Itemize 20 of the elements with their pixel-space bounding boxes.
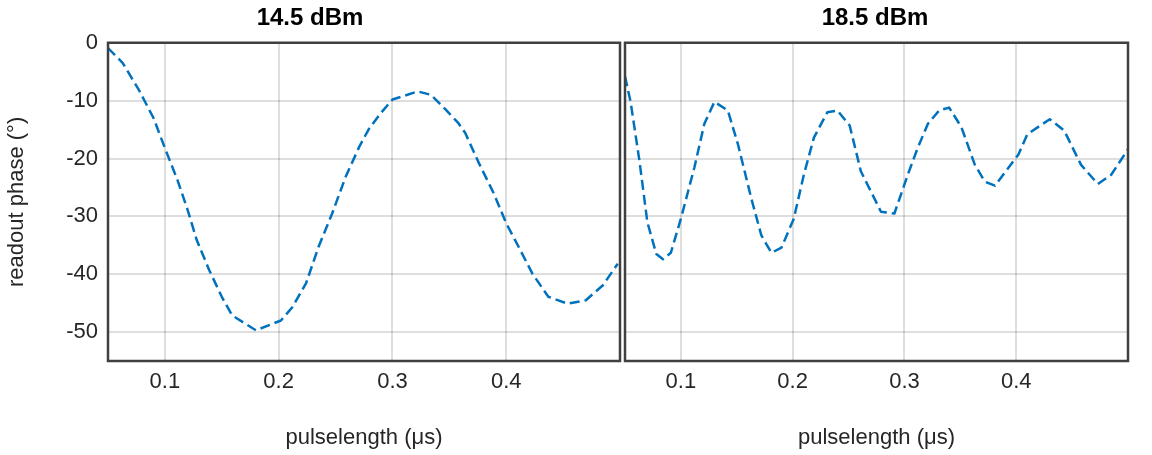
x-tick-label: 0.1 [665, 368, 697, 394]
chart-title: 14.5 dBm [256, 3, 364, 31]
x-tick-label: 0.3 [377, 368, 408, 394]
y-tick-label: -10 [66, 86, 98, 112]
y-tick-label: -40 [66, 260, 98, 286]
x-tick-label: 0.2 [777, 368, 808, 394]
line-series [108, 46, 619, 332]
y-tick-label: -50 [66, 318, 98, 344]
chart-title: 18.5 dBm [821, 3, 929, 31]
y-tick-label: -20 [66, 144, 98, 170]
x-tick-label: 0.2 [263, 368, 294, 394]
y-axis-title: readout phase (°) [3, 116, 29, 288]
x-axis-title: pulselength (μs) [285, 423, 443, 449]
x-tick-label: 0.4 [1000, 368, 1032, 394]
x-tick-label: 0.4 [490, 368, 522, 394]
x-tick-label: 0.1 [149, 368, 181, 394]
x-axis-title: pulselength (μs) [798, 423, 955, 449]
y-tick-label: -30 [66, 202, 98, 228]
y-tick-label: 0 [85, 28, 98, 54]
x-tick-label: 0.3 [889, 368, 920, 394]
